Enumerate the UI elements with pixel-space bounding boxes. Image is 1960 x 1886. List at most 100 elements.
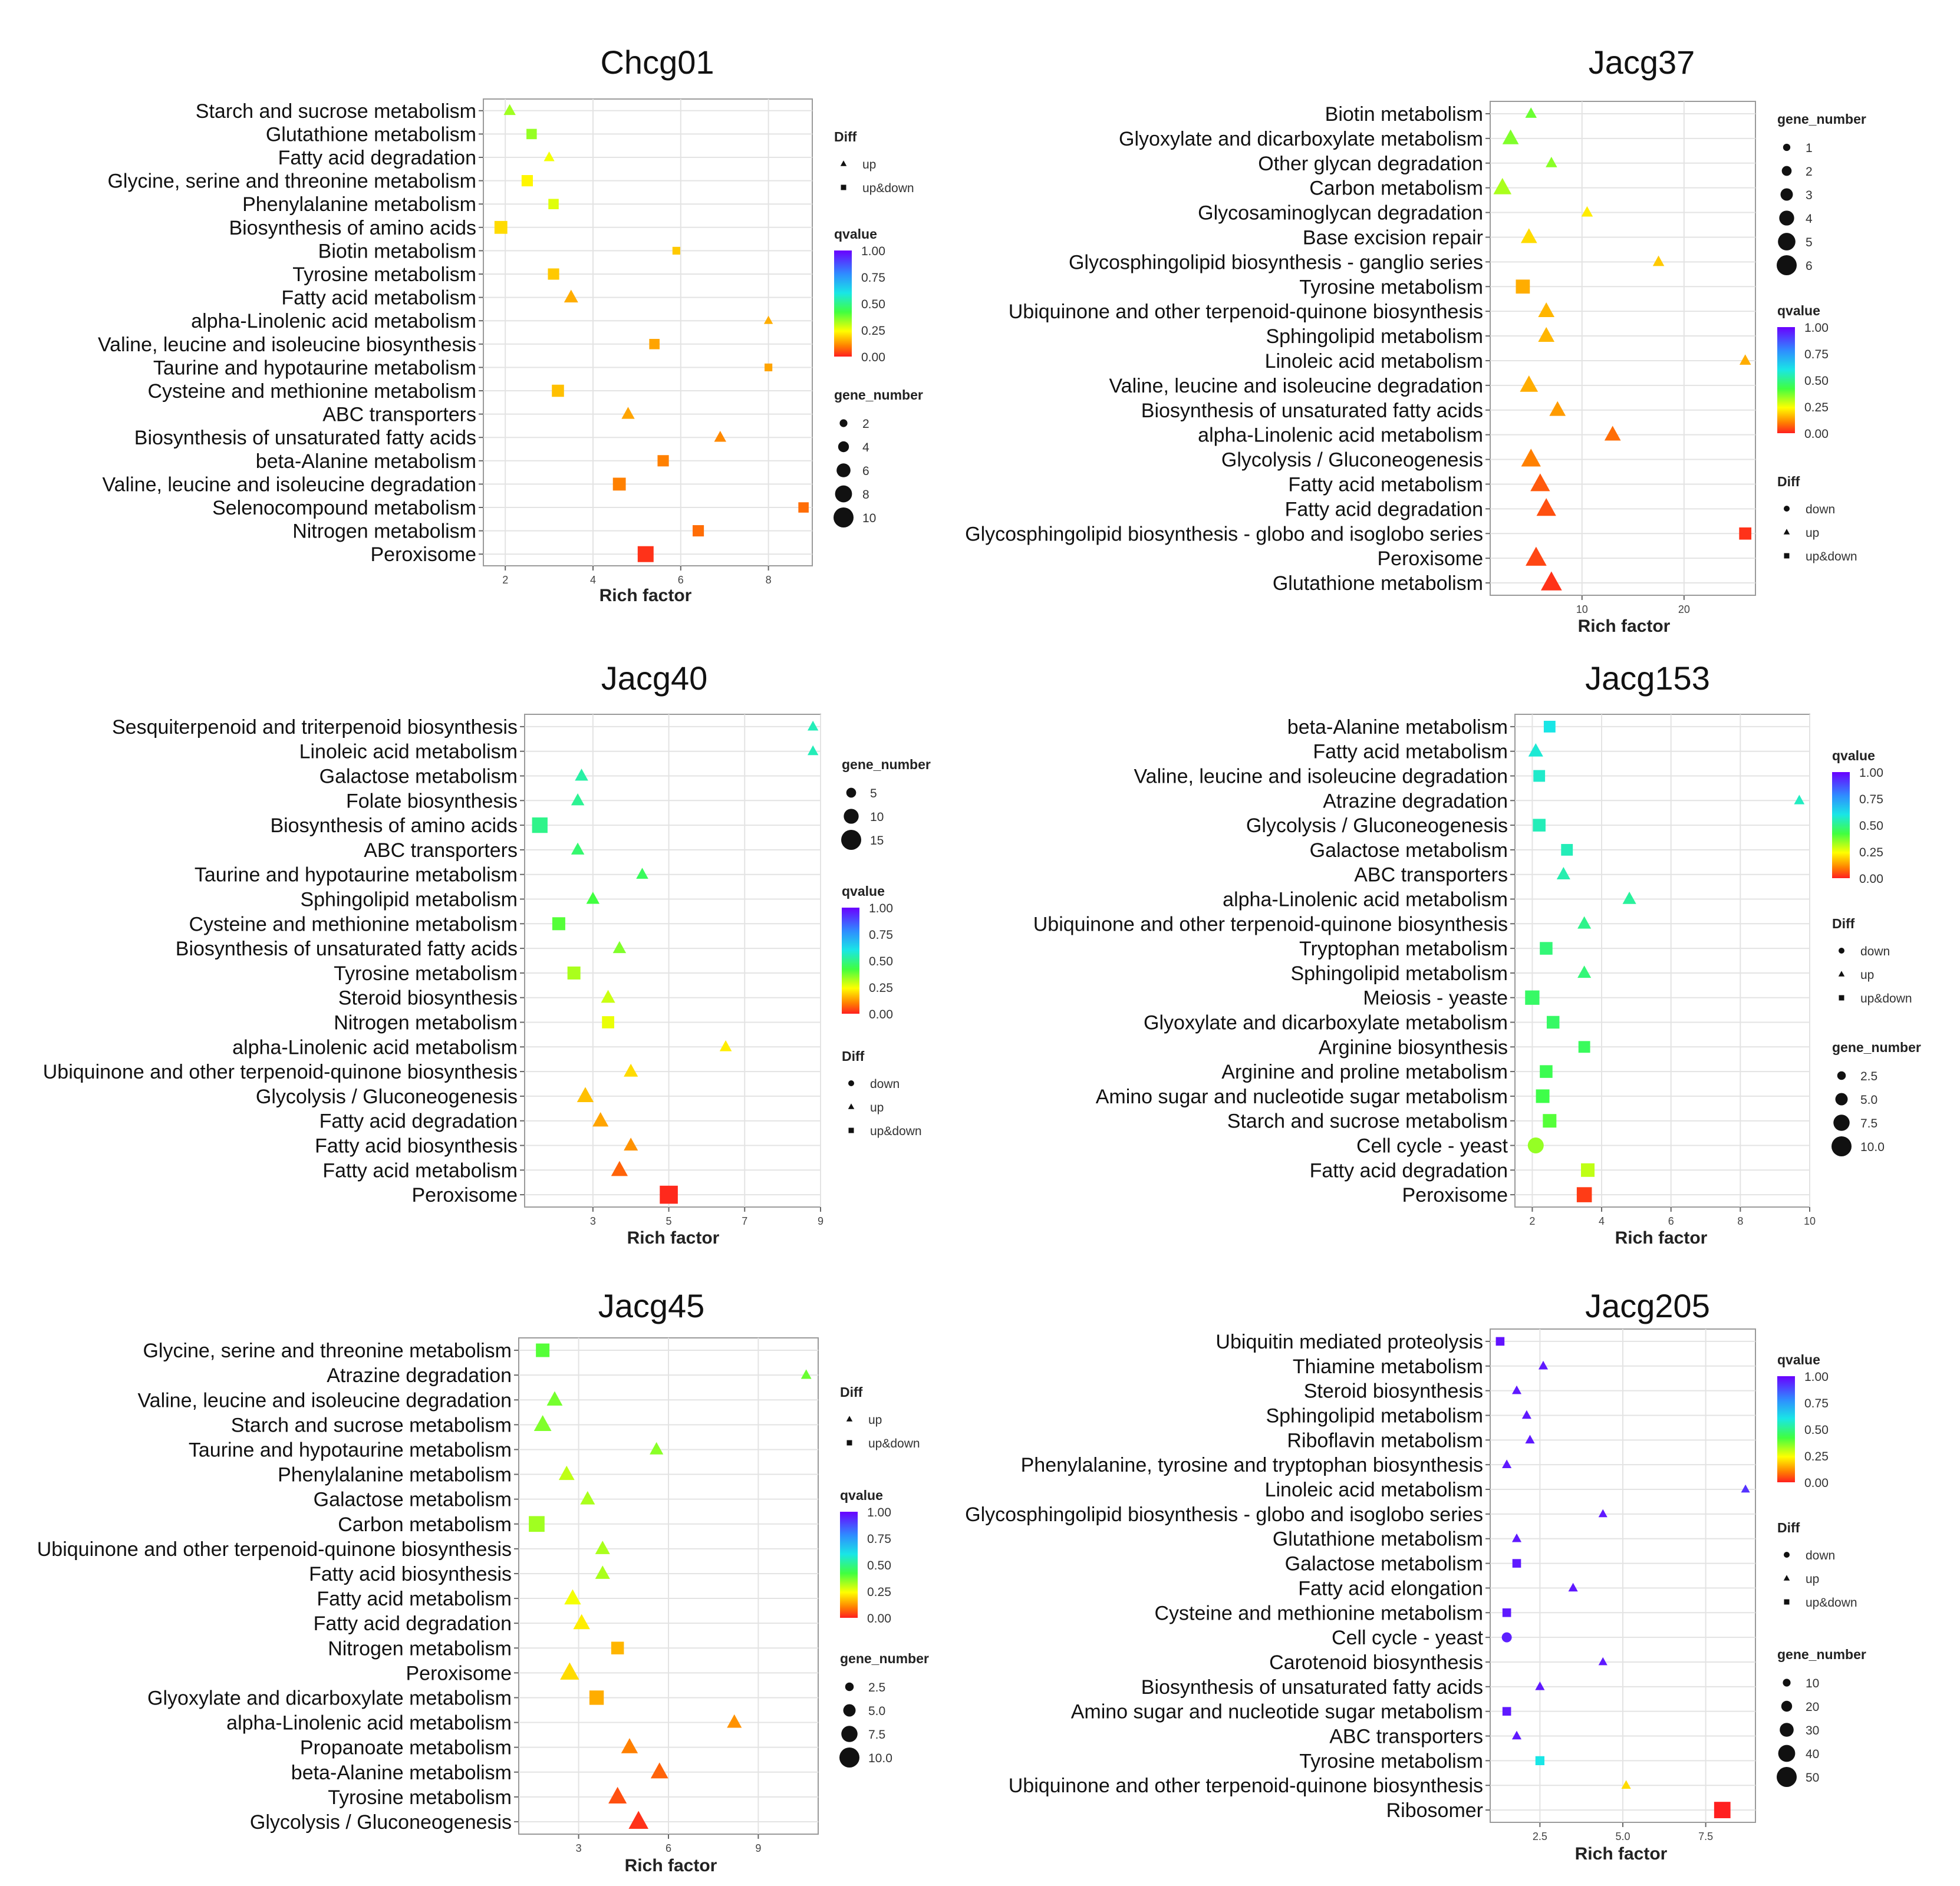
colorbar-tick-label: 0.75 bbox=[1804, 1397, 1829, 1410]
category-label: Ubiquinone and other terpenoid-quinone b… bbox=[1009, 301, 1483, 323]
category-label: Phenylalanine metabolism bbox=[242, 193, 476, 216]
legend-item-label: 6 bbox=[1806, 259, 1813, 273]
colorbar-tick-label: 0.50 bbox=[869, 955, 893, 968]
x-tick-label: 3 bbox=[590, 1215, 596, 1227]
data-point bbox=[580, 1491, 595, 1505]
panel-jacg40: Jacg40 3 5 7 9 Sesquiterpenoid and triterpen… bbox=[43, 660, 931, 1248]
category-label: beta-Alanine metabolism bbox=[291, 1762, 512, 1784]
panel-title: Jacg205 bbox=[1585, 1287, 1710, 1324]
category-label: Carbon metabolism bbox=[338, 1514, 512, 1536]
category-label: Linoleic acid metabolism bbox=[1265, 1479, 1483, 1501]
data-point bbox=[595, 1565, 610, 1579]
category-label: Glycolysis / Gluconeogenesis bbox=[256, 1086, 518, 1108]
legend-key-circle bbox=[838, 441, 849, 453]
legend-gene-number: gene_number 2.5 5.0 7.5 10.0 bbox=[1831, 1040, 1921, 1156]
legend-item-label: 2 bbox=[862, 417, 869, 431]
data-point bbox=[1577, 965, 1592, 978]
category-label: Glycosphingolipid biosynthesis - ganglio… bbox=[1069, 251, 1483, 273]
data-point bbox=[1549, 401, 1566, 416]
legend-gene-number: gene_number 10 20 30 40 50 bbox=[1777, 1647, 1866, 1787]
data-point bbox=[1533, 770, 1546, 782]
category-label: Taurine and hypotaurine metabolism bbox=[189, 1439, 512, 1461]
legend-gene-number: gene_number 1 2 3 4 5 6 bbox=[1777, 111, 1866, 275]
data-point bbox=[1535, 1756, 1545, 1766]
data-point bbox=[567, 966, 581, 980]
colorbar-tick-label: 0.50 bbox=[1859, 819, 1883, 833]
data-point bbox=[608, 1786, 627, 1803]
data-point bbox=[1739, 354, 1751, 365]
category-label: Galactose metabolism bbox=[1310, 839, 1508, 862]
legend-item-label: down bbox=[870, 1077, 900, 1091]
data-point bbox=[1538, 1360, 1549, 1370]
legend-item-label: 10 bbox=[870, 810, 884, 824]
data-point bbox=[1652, 255, 1665, 266]
data-point bbox=[807, 720, 819, 731]
data-point bbox=[650, 1762, 668, 1779]
legend-key-shape bbox=[848, 1127, 854, 1133]
category-label: Ribosomer bbox=[1386, 1799, 1483, 1822]
data-point bbox=[1530, 473, 1550, 492]
legend-key-circle bbox=[839, 1747, 859, 1768]
data-point bbox=[571, 793, 585, 806]
data-point bbox=[1536, 1089, 1550, 1103]
legend-item-label: 5.0 bbox=[868, 1704, 885, 1718]
data-point bbox=[1502, 129, 1519, 144]
plot-area: 2.5 5.0 7.5 Ubiquitin mediated proteolysis T… bbox=[965, 1328, 1756, 1842]
category-label: Starch and sucrose metabolism bbox=[196, 100, 476, 123]
colorbar-tick-label: 0.50 bbox=[861, 298, 885, 311]
legend-key-shape bbox=[1784, 1552, 1790, 1558]
category-label: Glycine, serine and threonine metabolism bbox=[107, 170, 476, 193]
legend-title: gene_number bbox=[1777, 1647, 1866, 1662]
legend-item-label: 7.5 bbox=[1860, 1117, 1877, 1130]
data-point bbox=[552, 384, 564, 397]
data-point bbox=[1739, 527, 1752, 540]
data-point bbox=[1546, 157, 1557, 167]
category-label: Biosynthesis of unsaturated fatty acids bbox=[1141, 1676, 1483, 1699]
qvalue-colorbar bbox=[1832, 772, 1850, 878]
legend-qvalue: qvalue 1.00 0.75 0.50 0.25 0.00 bbox=[1777, 1352, 1829, 1490]
colorbar-tick-label: 1.00 bbox=[1859, 766, 1883, 780]
legend-item-label: 4 bbox=[862, 441, 869, 454]
legend-item-label: 5 bbox=[870, 787, 877, 800]
data-point bbox=[1578, 1041, 1590, 1053]
legend-title: Diff bbox=[1777, 1520, 1800, 1535]
category-label: Taurine and hypotaurine metabolism bbox=[153, 357, 476, 379]
legend-item-label: 10.0 bbox=[1860, 1140, 1885, 1154]
data-point bbox=[1581, 206, 1593, 217]
data-point bbox=[1511, 1730, 1522, 1740]
data-point bbox=[719, 1040, 732, 1051]
category-label: alpha-Linolenic acid metabolism bbox=[1223, 889, 1508, 911]
data-point bbox=[1622, 891, 1636, 904]
category-label: Fatty acid degradation bbox=[1310, 1159, 1508, 1182]
category-label: alpha-Linolenic acid metabolism bbox=[226, 1712, 512, 1735]
category-label: Tyrosine metabolism bbox=[1299, 276, 1483, 298]
data-point bbox=[1621, 1780, 1631, 1789]
legend-key-circle bbox=[1783, 143, 1791, 151]
category-label: Ubiquinone and other terpenoid-quinone b… bbox=[37, 1538, 512, 1561]
category-label: Galactose metabolism bbox=[314, 1489, 512, 1511]
category-label: Galactose metabolism bbox=[1285, 1553, 1483, 1575]
qvalue-colorbar bbox=[840, 1512, 858, 1618]
category-label: Fatty acid degradation bbox=[278, 147, 476, 169]
category-label: Peroxisome bbox=[406, 1662, 512, 1684]
data-point bbox=[1535, 1681, 1545, 1690]
data-point bbox=[548, 268, 559, 280]
category-label: Phenylalanine, tyrosine and tryptophan b… bbox=[1021, 1454, 1483, 1476]
colorbar-tick-label: 0.25 bbox=[1859, 846, 1883, 859]
colorbar-tick-label: 0.50 bbox=[1804, 1423, 1829, 1437]
category-label: Arginine biosynthesis bbox=[1319, 1036, 1508, 1059]
legend-key-circle bbox=[1780, 188, 1793, 201]
data-point bbox=[521, 175, 533, 187]
legend-key-shape bbox=[1839, 948, 1844, 954]
legend-item-label: 2.5 bbox=[868, 1681, 885, 1694]
plot-area: 2 4 6 8 Starch and sucrose metabolismGlutath… bbox=[98, 98, 813, 586]
x-tick-label: 7 bbox=[742, 1215, 747, 1227]
legend-key-circle bbox=[835, 485, 852, 503]
data-point bbox=[636, 868, 648, 879]
data-point bbox=[536, 1343, 550, 1357]
data-point bbox=[765, 363, 773, 371]
colorbar-tick-label: 0.00 bbox=[1859, 872, 1883, 886]
data-point bbox=[560, 1662, 579, 1680]
data-point bbox=[612, 477, 626, 491]
